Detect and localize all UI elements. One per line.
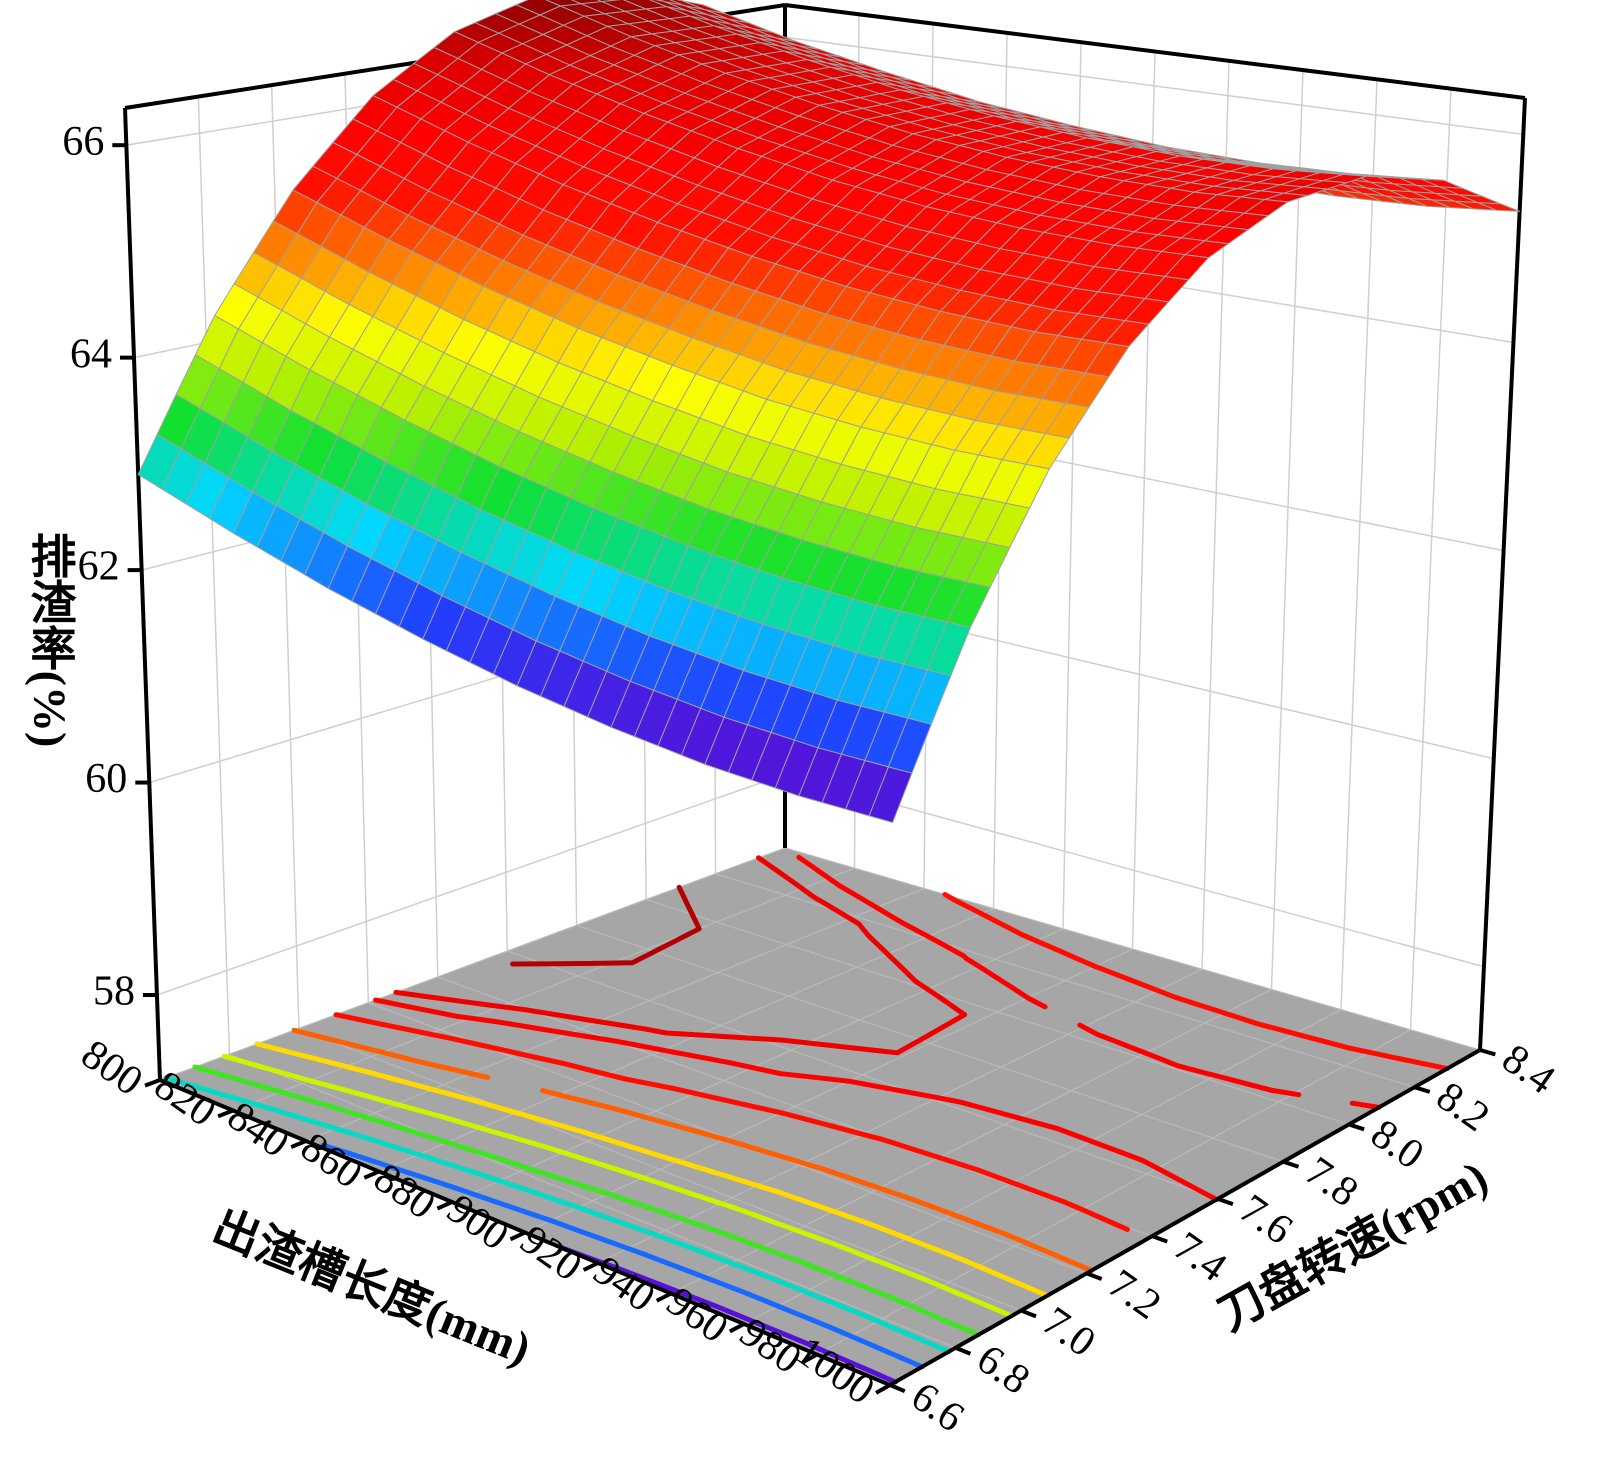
x-tick bbox=[363, 1169, 380, 1180]
grid-line bbox=[197, 96, 231, 1055]
y-tick bbox=[889, 1383, 906, 1394]
contour-line bbox=[163, 1075, 952, 1355]
y-tick-label: 7.0 bbox=[1034, 1298, 1103, 1366]
grid-line bbox=[1409, 88, 1452, 1030]
contour-line bbox=[221, 1053, 1015, 1319]
contour-line bbox=[510, 884, 702, 967]
grid-line bbox=[524, 948, 1133, 1234]
grid-line bbox=[597, 968, 1203, 1264]
grid-line bbox=[784, 36, 1524, 136]
y-tick bbox=[954, 1345, 972, 1356]
y-tick-label: 6.8 bbox=[968, 1336, 1037, 1404]
contour-line bbox=[291, 1027, 1095, 1273]
axis-line bbox=[123, 107, 162, 1081]
z-axis-title: 排渣率(%) bbox=[24, 533, 76, 748]
contour-line bbox=[192, 1064, 981, 1338]
x-tick bbox=[728, 1322, 745, 1334]
axis-line bbox=[889, 1048, 1481, 1387]
contour-line bbox=[373, 854, 1382, 1203]
floor bbox=[160, 848, 1480, 1385]
x-tick bbox=[875, 1383, 891, 1395]
z-tick-label: 62 bbox=[78, 544, 120, 590]
contour-line bbox=[254, 1041, 1050, 1299]
y-tick-label: 8.0 bbox=[1362, 1111, 1431, 1179]
z-tick-label: 58 bbox=[93, 969, 135, 1015]
grid-line bbox=[305, 887, 925, 1142]
contour-line bbox=[393, 855, 968, 1056]
z-tick-label: 60 bbox=[85, 756, 127, 802]
grid-line bbox=[451, 928, 1064, 1203]
grid-line bbox=[784, 773, 1485, 968]
y-tick-label: 7.2 bbox=[1100, 1261, 1169, 1329]
contour-line bbox=[333, 892, 1450, 1232]
z-tick-label: 66 bbox=[62, 119, 104, 165]
grid-line bbox=[670, 988, 1272, 1295]
axis-line bbox=[784, 3, 1526, 100]
y-tick bbox=[1217, 1197, 1234, 1207]
x-tick bbox=[436, 1200, 453, 1211]
grid-line bbox=[816, 1029, 1411, 1356]
z-tick-label: 64 bbox=[70, 331, 112, 377]
y-tick bbox=[1479, 1048, 1496, 1057]
surface-cell bbox=[868, 766, 913, 823]
x-tick bbox=[582, 1261, 599, 1272]
x-tick bbox=[509, 1230, 526, 1242]
x-tick-label: 800 bbox=[73, 1031, 151, 1105]
y-tick bbox=[1282, 1159, 1300, 1169]
y-tick-label: 7.6 bbox=[1231, 1186, 1300, 1254]
x-tick bbox=[655, 1291, 672, 1303]
grid-line bbox=[156, 773, 786, 996]
grid-line bbox=[743, 1009, 1342, 1325]
x-tick bbox=[802, 1352, 818, 1364]
y-tick-label: 7.8 bbox=[1297, 1148, 1366, 1216]
y-tick-label: 8.4 bbox=[1494, 1036, 1563, 1104]
y-tick bbox=[1348, 1122, 1365, 1132]
y-tick-label: 8.2 bbox=[1428, 1073, 1497, 1141]
y-tick bbox=[1413, 1085, 1431, 1094]
y-tick-label: 7.4 bbox=[1165, 1223, 1234, 1291]
x-tick bbox=[144, 1078, 161, 1088]
y-tick bbox=[1020, 1308, 1037, 1319]
grid-line bbox=[1270, 70, 1304, 990]
grid-line bbox=[232, 867, 855, 1112]
y-tick-label: 6.6 bbox=[903, 1373, 972, 1441]
y-tick bbox=[1085, 1271, 1103, 1281]
axis-line bbox=[1478, 97, 1527, 1051]
y-tick bbox=[1151, 1234, 1168, 1244]
grid-line bbox=[1340, 79, 1378, 1010]
x-tick bbox=[290, 1139, 307, 1149]
contour-line bbox=[320, 1142, 925, 1370]
x-tick bbox=[217, 1108, 234, 1119]
